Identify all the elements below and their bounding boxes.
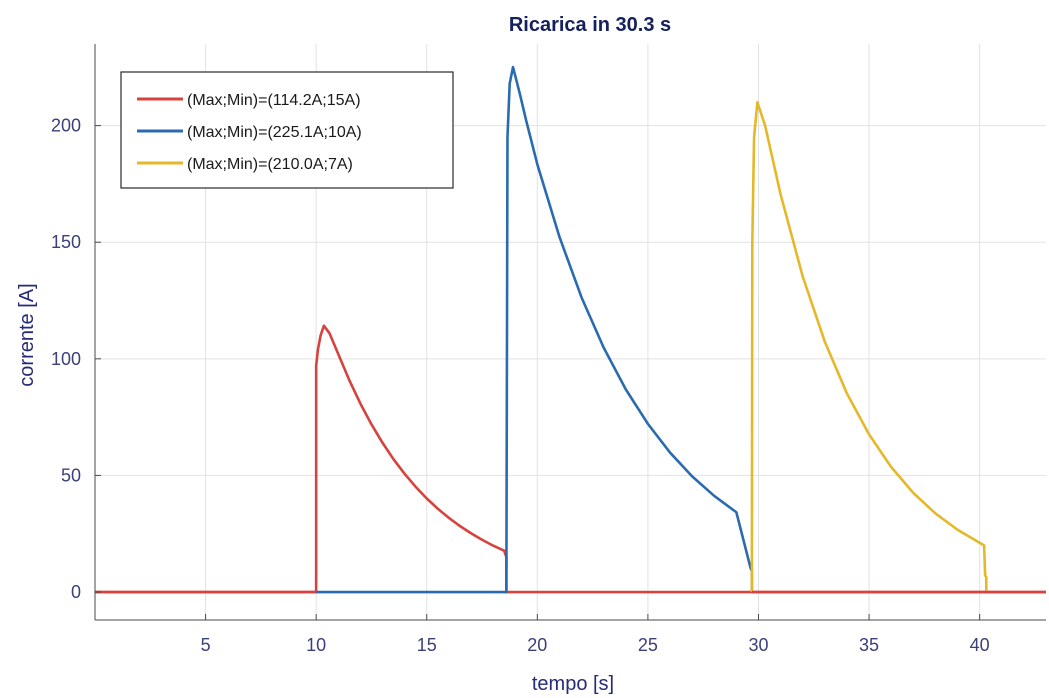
x-tick-label: 30 [748, 635, 768, 655]
y-axis-title: corrente [A] [16, 283, 38, 386]
legend-label-3: (Max;Min)=(210.0A;7A) [187, 156, 353, 173]
y-tick-label: 200 [51, 116, 81, 136]
axes [94, 44, 1046, 621]
series-line-1 [95, 324, 1046, 594]
y-tick-label: 150 [51, 232, 81, 252]
x-axis-title: tempo [s] [532, 673, 614, 695]
legend: (Max;Min)=(114.2A;15A) (Max;Min)=(225.1A;… [120, 71, 454, 189]
x-tick-label: 5 [201, 635, 211, 655]
chart-title: Ricarica in 30.3 s [509, 14, 671, 36]
legend-label-2: (Max;Min)=(225.1A;10A) [187, 124, 362, 141]
x-tick-label: 10 [306, 635, 326, 655]
y-tick-label: 0 [71, 582, 81, 602]
y-tick-label: 100 [51, 349, 81, 369]
series-line-3 [750, 101, 988, 593]
series-line-2 [316, 65, 754, 594]
legend-label-1: (Max;Min)=(114.2A;15A) [187, 92, 361, 109]
x-tick-label: 20 [527, 635, 547, 655]
series-group [95, 65, 1046, 594]
y-tick-label: 50 [61, 465, 81, 485]
x-tick-label: 35 [859, 635, 879, 655]
x-tick-label: 15 [417, 635, 437, 655]
x-tick-label: 40 [970, 635, 990, 655]
x-tick-label: 25 [638, 635, 658, 655]
tick-labels: 5 10 15 20 25 30 35 40 0 50 100 150 200 [51, 116, 990, 655]
